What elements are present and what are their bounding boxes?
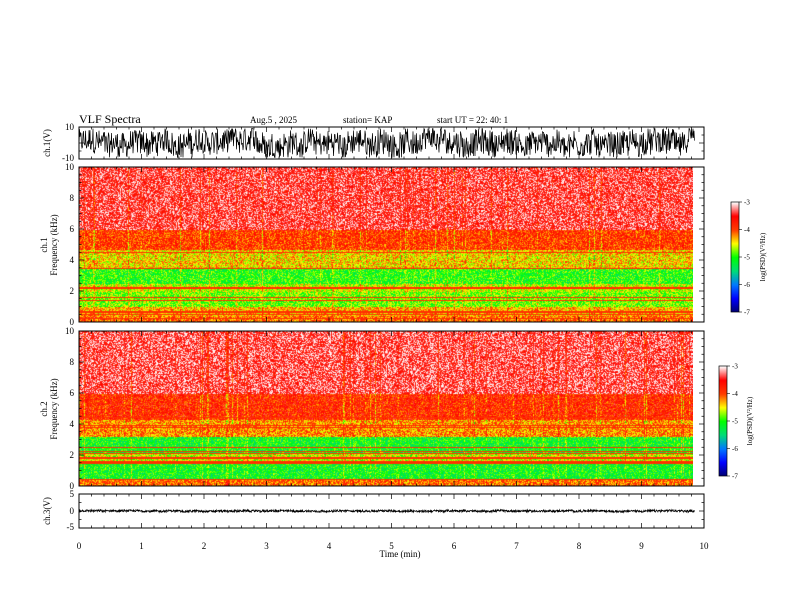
ch1-colorbar-label: log(PSD)(V²/Hz) bbox=[759, 232, 767, 281]
y-tick-label-8: 8 bbox=[70, 357, 75, 367]
colorbar-tick-label--5: -5 bbox=[732, 418, 738, 426]
colorbar-tick-label--5: -5 bbox=[744, 254, 750, 262]
ch1-spectrogram-ylabel-channel: ch.1 bbox=[39, 237, 49, 252]
ch2-colorbar-label: log(PSD)(V²/Hz) bbox=[746, 396, 754, 445]
x-tick-label-7: 7 bbox=[514, 541, 519, 551]
ch1-colorbar: -3 -4 -5 -6 -7 log(PSD)(V²/Hz) bbox=[730, 199, 767, 317]
y-tick-label-0: 0 bbox=[70, 481, 75, 491]
ch2-spectrogram-ytick-labels: 0 2 4 6 8 10 bbox=[65, 326, 75, 491]
ch1-colorbar-gradient bbox=[731, 202, 739, 312]
colorbar-tick-label--3: -3 bbox=[732, 363, 738, 371]
ch3-waveform-trace bbox=[78, 508, 695, 514]
ch2-spectrogram-ylabel-channel: ch.2 bbox=[39, 401, 49, 416]
x-tick-label-9: 9 bbox=[639, 541, 644, 551]
ch1-spectrogram-ticks bbox=[78, 166, 705, 323]
x-tick-label-5: 5 bbox=[389, 541, 394, 551]
ch3-waveform-panel: 5 0 -5 ch.3(V) bbox=[42, 489, 705, 532]
colorbar-tick-label--4: -4 bbox=[744, 226, 750, 234]
ch2-spectrogram-ylabel-freq: Frequency (kHz) bbox=[49, 378, 59, 439]
ch1-waveform-trace bbox=[78, 127, 695, 158]
ch2-spectrogram-ticks bbox=[78, 330, 705, 487]
start-time-label: start UT = 22: 40: 1 bbox=[437, 115, 508, 125]
y-tick-label-4: 4 bbox=[70, 419, 75, 429]
station-label: station= KAP bbox=[343, 115, 392, 125]
x-tick-label-4: 4 bbox=[327, 541, 332, 551]
ch3-ytick-top: 5 bbox=[70, 489, 75, 499]
x-tick-label-2: 2 bbox=[202, 541, 207, 551]
colorbar-tick-label--6: -6 bbox=[732, 445, 738, 453]
ch2-colorbar: -3 -4 -5 -6 -7 log(PSD)(V²/Hz) bbox=[718, 363, 754, 481]
ch2-colorbar-ticks: -3 -4 -5 -6 -7 bbox=[727, 363, 738, 481]
ch2-spectrogram-image-holder bbox=[79, 331, 693, 486]
ch1-ytick-top: 10 bbox=[65, 122, 75, 132]
y-tick-label-6: 6 bbox=[70, 224, 75, 234]
colorbar-tick-label--7: -7 bbox=[732, 473, 738, 481]
ch1-colorbar-ticks: -3 -4 -5 -6 -7 bbox=[739, 199, 750, 317]
ch3-ylabel: ch.3(V) bbox=[42, 497, 52, 525]
x-tick-label-6: 6 bbox=[452, 541, 457, 551]
y-tick-label-0: 0 bbox=[70, 317, 75, 327]
date-label: Aug.5 , 2025 bbox=[250, 115, 297, 125]
ch2-spectrogram-panel: 0 2 4 6 8 10 ch.2 Frequency (kHz) -3 -4 -5 -6 -7 … bbox=[39, 326, 754, 491]
y-tick-label-10: 10 bbox=[65, 162, 75, 172]
colorbar-tick-label--7: -7 bbox=[744, 309, 750, 317]
ch1-spectrogram-image bbox=[79, 167, 693, 322]
ch1-spectrogram-ytick-labels: 0 2 4 6 8 10 bbox=[65, 162, 75, 327]
ch1-ytick-bottom: -10 bbox=[62, 153, 74, 163]
y-tick-label-6: 6 bbox=[70, 388, 75, 398]
y-tick-label-2: 2 bbox=[70, 450, 75, 460]
ch1-spectrogram-panel: 0 2 4 6 8 10 ch.1 Frequency (kHz) -3 -4 -5 -6 -7 … bbox=[39, 162, 767, 327]
ch1-spectrogram-image-holder bbox=[79, 167, 693, 322]
y-tick-label-2: 2 bbox=[70, 286, 75, 296]
ch1-waveform-panel: 10 -10 ch.1(V) bbox=[42, 122, 705, 163]
colorbar-tick-label--3: -3 bbox=[744, 199, 750, 207]
y-tick-label-4: 4 bbox=[70, 255, 75, 265]
ch1-waveform-ticks bbox=[78, 126, 705, 160]
y-tick-label-10: 10 bbox=[65, 326, 75, 336]
x-tick-label-1: 1 bbox=[139, 541, 144, 551]
ch1-ylabel: ch.1(V) bbox=[42, 129, 52, 157]
x-tick-label-8: 8 bbox=[577, 541, 582, 551]
x-tick-label-10: 10 bbox=[700, 541, 710, 551]
x-tick-label-3: 3 bbox=[264, 541, 269, 551]
ch2-colorbar-gradient bbox=[719, 366, 727, 476]
x-tick-labels: 0 1 2 3 4 5 6 7 8 9 10 bbox=[77, 541, 709, 551]
ch1-spectrogram-ylabel-freq: Frequency (kHz) bbox=[49, 214, 59, 275]
x-axis-label: Time (min) bbox=[380, 549, 421, 559]
ch3-waveform-ticks bbox=[78, 493, 705, 529]
x-tick-label-0: 0 bbox=[77, 541, 82, 551]
ch3-ytick-middle: 0 bbox=[70, 506, 75, 516]
colorbar-tick-label--6: -6 bbox=[744, 281, 750, 289]
ch2-spectrogram-image bbox=[79, 331, 693, 486]
colorbar-tick-label--4: -4 bbox=[732, 390, 738, 398]
figure-title: VLF Spectra bbox=[79, 112, 141, 126]
y-tick-label-8: 8 bbox=[70, 193, 75, 203]
ch3-ytick-bottom: -5 bbox=[67, 522, 75, 532]
